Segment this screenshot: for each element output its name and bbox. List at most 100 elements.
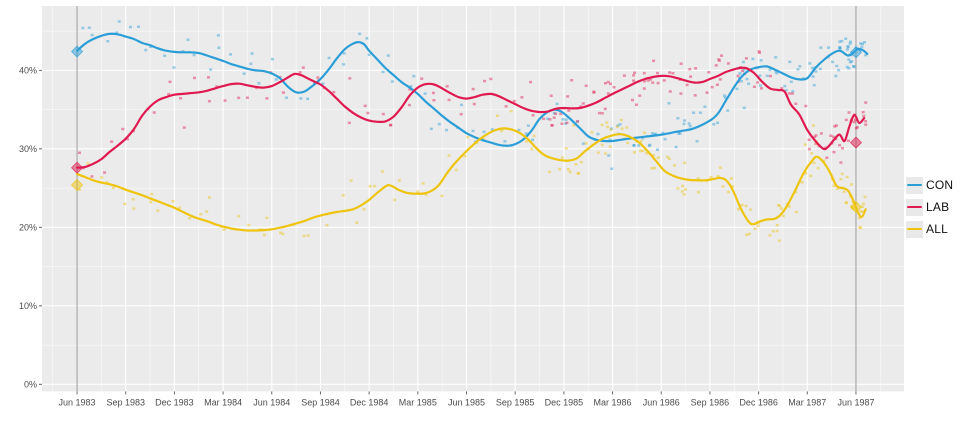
poll-point-con xyxy=(437,122,441,126)
poll-point-con xyxy=(667,102,671,105)
poll-point-con xyxy=(648,143,652,147)
y-axis-label: 0% xyxy=(24,379,37,389)
poll-point-all xyxy=(667,157,671,160)
poll-point-lab xyxy=(847,111,851,114)
lab-line-swatch-icon xyxy=(907,205,922,209)
poll-point-lab xyxy=(685,83,689,87)
poll-point-lab xyxy=(679,62,683,65)
poll-point-lab xyxy=(813,135,817,139)
poll-point-con xyxy=(847,58,851,61)
poll-point-con xyxy=(249,62,253,66)
poll-point-all xyxy=(696,177,700,180)
poll-point-con xyxy=(811,75,815,78)
poll-point-all xyxy=(574,163,578,166)
scatter-lab xyxy=(78,50,868,178)
poll-point-lab xyxy=(642,80,646,83)
poll-point-all xyxy=(626,141,630,145)
poll-point-con xyxy=(838,46,842,49)
poll-point-con xyxy=(90,33,94,37)
poll-point-con xyxy=(482,130,486,134)
poll-point-lab xyxy=(552,116,556,119)
poll-point-con xyxy=(688,124,692,128)
poll-point-lab xyxy=(597,111,601,115)
poll-point-con xyxy=(745,77,749,81)
poll-point-con xyxy=(683,119,687,122)
poll-point-lab xyxy=(679,92,683,95)
poll-point-lab xyxy=(207,76,210,79)
poll-point-all xyxy=(718,166,722,169)
poll-point-all xyxy=(302,234,306,238)
y-axis-label: 30% xyxy=(19,144,37,154)
poll-point-con xyxy=(647,144,651,147)
poll-point-all xyxy=(800,181,804,184)
poll-point-all xyxy=(753,227,757,230)
poll-point-all xyxy=(373,184,377,188)
poll-point-lab xyxy=(167,92,171,96)
poll-point-con xyxy=(834,74,838,78)
poll-point-all xyxy=(642,131,646,134)
poll-point-con xyxy=(698,111,702,114)
poll-point-all xyxy=(716,175,720,178)
poll-point-all xyxy=(548,170,552,174)
poll-point-lab xyxy=(726,62,730,65)
poll-point-all xyxy=(237,214,241,218)
poll-point-all xyxy=(850,183,853,186)
poll-point-con xyxy=(784,89,788,92)
poll-point-all xyxy=(736,208,740,211)
poll-point-lab xyxy=(152,111,156,114)
poll-point-lab xyxy=(529,80,533,84)
poll-point-con xyxy=(429,127,433,131)
poll-point-all xyxy=(579,160,583,164)
poll-point-lab xyxy=(720,54,723,57)
poll-point-lab xyxy=(714,64,718,67)
poll-point-all xyxy=(682,193,686,196)
poll-point-con xyxy=(564,122,568,125)
poll-point-lab xyxy=(193,76,196,80)
poll-point-con xyxy=(677,132,681,135)
poll-point-all xyxy=(650,167,654,170)
poll-point-con xyxy=(831,60,835,64)
poll-point-all xyxy=(836,187,840,190)
x-axis-label: Jun 1985 xyxy=(448,397,485,407)
poll-point-con xyxy=(342,52,346,55)
poll-point-all xyxy=(530,147,534,151)
poll-point-con xyxy=(423,92,427,95)
poll-point-all xyxy=(380,170,384,173)
poll-point-lab xyxy=(757,50,761,53)
poll-point-lab xyxy=(182,126,186,129)
poll-point-con xyxy=(163,54,167,57)
poll-point-lab xyxy=(420,77,424,80)
poll-point-con xyxy=(209,68,213,71)
poll-point-all xyxy=(605,121,609,124)
poll-point-con xyxy=(845,65,849,69)
poll-point-lab xyxy=(316,76,320,79)
poll-point-all xyxy=(641,149,645,153)
poll-point-lab xyxy=(592,90,596,93)
poll-point-lab xyxy=(103,171,107,174)
poll-point-all xyxy=(609,128,613,131)
poll-point-all xyxy=(606,125,610,129)
poll-point-con xyxy=(735,87,739,91)
poll-point-all xyxy=(639,139,643,143)
poll-point-all xyxy=(222,228,226,231)
poll-point-lab xyxy=(366,111,370,115)
poll-point-con xyxy=(610,167,614,170)
poll-point-lab xyxy=(612,86,616,89)
x-axis-label: Jun 1987 xyxy=(837,397,874,407)
poll-point-lab xyxy=(756,81,760,84)
poll-point-all xyxy=(633,151,636,154)
poll-point-con xyxy=(137,25,140,28)
poll-point-lab xyxy=(559,112,563,116)
poll-point-lab xyxy=(693,94,697,97)
poll-point-con xyxy=(270,57,274,61)
poll-point-lab xyxy=(179,97,183,100)
poll-point-con xyxy=(783,84,787,88)
poll-point-all xyxy=(816,166,820,170)
poll-point-con xyxy=(863,41,866,44)
poll-point-lab xyxy=(632,79,635,82)
poll-point-con xyxy=(838,47,842,50)
election-result-diamond-lab xyxy=(70,161,84,174)
poll-point-con xyxy=(811,66,815,70)
poll-point-all xyxy=(349,179,353,182)
poll-point-con xyxy=(144,48,148,52)
